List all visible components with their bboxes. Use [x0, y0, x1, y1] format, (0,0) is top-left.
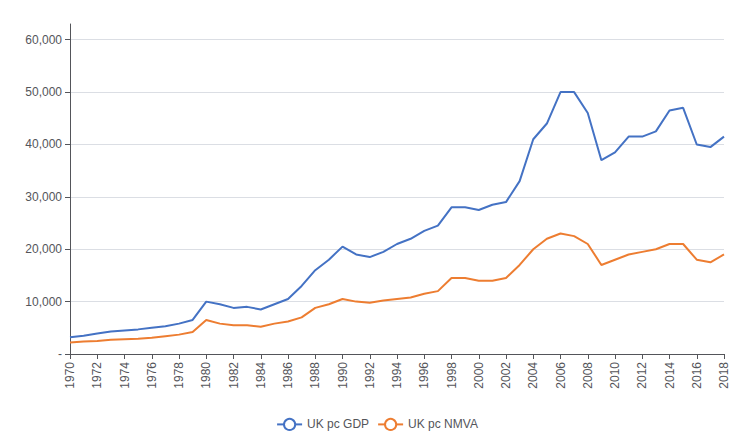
svg-text:2008: 2008	[581, 362, 595, 389]
svg-text:1990: 1990	[336, 362, 350, 389]
svg-text:1974: 1974	[118, 362, 132, 389]
svg-text:1980: 1980	[199, 362, 213, 389]
svg-text:2014: 2014	[663, 362, 677, 389]
svg-text:2010: 2010	[608, 362, 622, 389]
svg-text:2002: 2002	[499, 362, 513, 389]
svg-text:1998: 1998	[445, 362, 459, 389]
svg-text:1978: 1978	[172, 362, 186, 389]
svg-text:1988: 1988	[308, 362, 322, 389]
svg-text:1982: 1982	[227, 362, 241, 389]
svg-text:1992: 1992	[363, 362, 377, 389]
svg-text:1970: 1970	[63, 362, 77, 389]
svg-text:1976: 1976	[145, 362, 159, 389]
svg-text:20,000: 20,000	[25, 242, 62, 256]
svg-text:UK pc NMVA: UK pc NMVA	[408, 417, 478, 431]
svg-text:10,000: 10,000	[25, 295, 62, 309]
svg-text:1994: 1994	[390, 362, 404, 389]
svg-text:60,000: 60,000	[25, 33, 62, 47]
svg-text:2012: 2012	[635, 362, 649, 389]
svg-text:1996: 1996	[417, 362, 431, 389]
svg-text:2016: 2016	[690, 362, 704, 389]
svg-text:2000: 2000	[472, 362, 486, 389]
svg-text:50,000: 50,000	[25, 85, 62, 99]
svg-text:2018: 2018	[717, 362, 731, 389]
svg-text:2004: 2004	[526, 362, 540, 389]
svg-text:1984: 1984	[254, 362, 268, 389]
svg-text:30,000: 30,000	[25, 190, 62, 204]
svg-text:1986: 1986	[281, 362, 295, 389]
svg-text:-: -	[58, 347, 62, 361]
svg-text:40,000: 40,000	[25, 137, 62, 151]
svg-text:UK pc GDP: UK pc GDP	[307, 417, 369, 431]
svg-text:2006: 2006	[554, 362, 568, 389]
svg-text:1972: 1972	[90, 362, 104, 389]
